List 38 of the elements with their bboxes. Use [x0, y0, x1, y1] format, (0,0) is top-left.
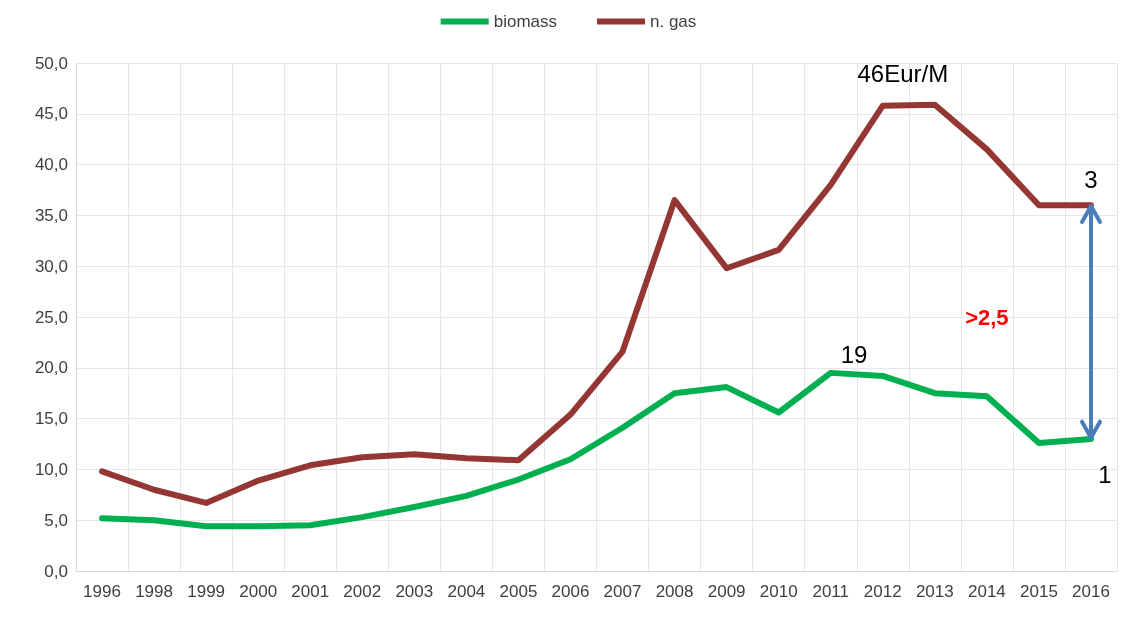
legend-label: n. gas [650, 12, 697, 31]
x-tick-label: 2010 [759, 582, 798, 601]
legend-label: biomass [493, 12, 558, 31]
x-tick-label: 2016 [1072, 582, 1110, 601]
x-tick-label: 2009 [707, 582, 746, 601]
y-tick-label: 20,0 [34, 358, 68, 378]
annotation: 19 [840, 341, 868, 369]
x-tick-label: 2006 [551, 582, 590, 601]
x-tick-label: 2007 [603, 582, 642, 601]
y-tick-label: 5,0 [44, 510, 68, 530]
x-tick-label: 2002 [343, 582, 382, 601]
x-tick-label: 1999 [187, 582, 226, 601]
annotation: >2,5 [965, 304, 1009, 330]
x-tick-label: 2011 [812, 582, 850, 601]
x-tick-label: 2004 [447, 582, 486, 601]
y-tick-label: 0,0 [44, 561, 68, 581]
x-tick-label: 2001 [291, 582, 330, 601]
x-tick-label: 2000 [239, 582, 278, 601]
x-tick-label: 2012 [863, 582, 902, 601]
annotation: 3 [1084, 165, 1098, 193]
x-tick-label: 2003 [395, 582, 434, 601]
y-tick-label: 25,0 [34, 307, 68, 327]
x-tick-label: 2013 [915, 582, 954, 601]
x-tick-label: 1996 [83, 582, 121, 601]
y-tick-label: 45,0 [34, 104, 68, 124]
x-tick-label: 2014 [967, 582, 1006, 601]
y-tick-label: 15,0 [34, 409, 68, 429]
y-tick-label: 10,0 [34, 459, 68, 479]
x-tick-label: 2008 [655, 582, 694, 601]
annotation: 1 [1098, 461, 1112, 489]
y-tick-label: 30,0 [34, 256, 68, 276]
annotation: 46Eur/M [857, 60, 949, 88]
x-tick-label: 2015 [1020, 582, 1058, 601]
x-tick-label: 1998 [135, 582, 173, 601]
y-tick-label: 40,0 [34, 155, 68, 175]
y-tick-label: 35,0 [34, 205, 68, 225]
y-tick-label: 50,0 [34, 53, 68, 73]
x-tick-label: 2005 [499, 582, 538, 601]
